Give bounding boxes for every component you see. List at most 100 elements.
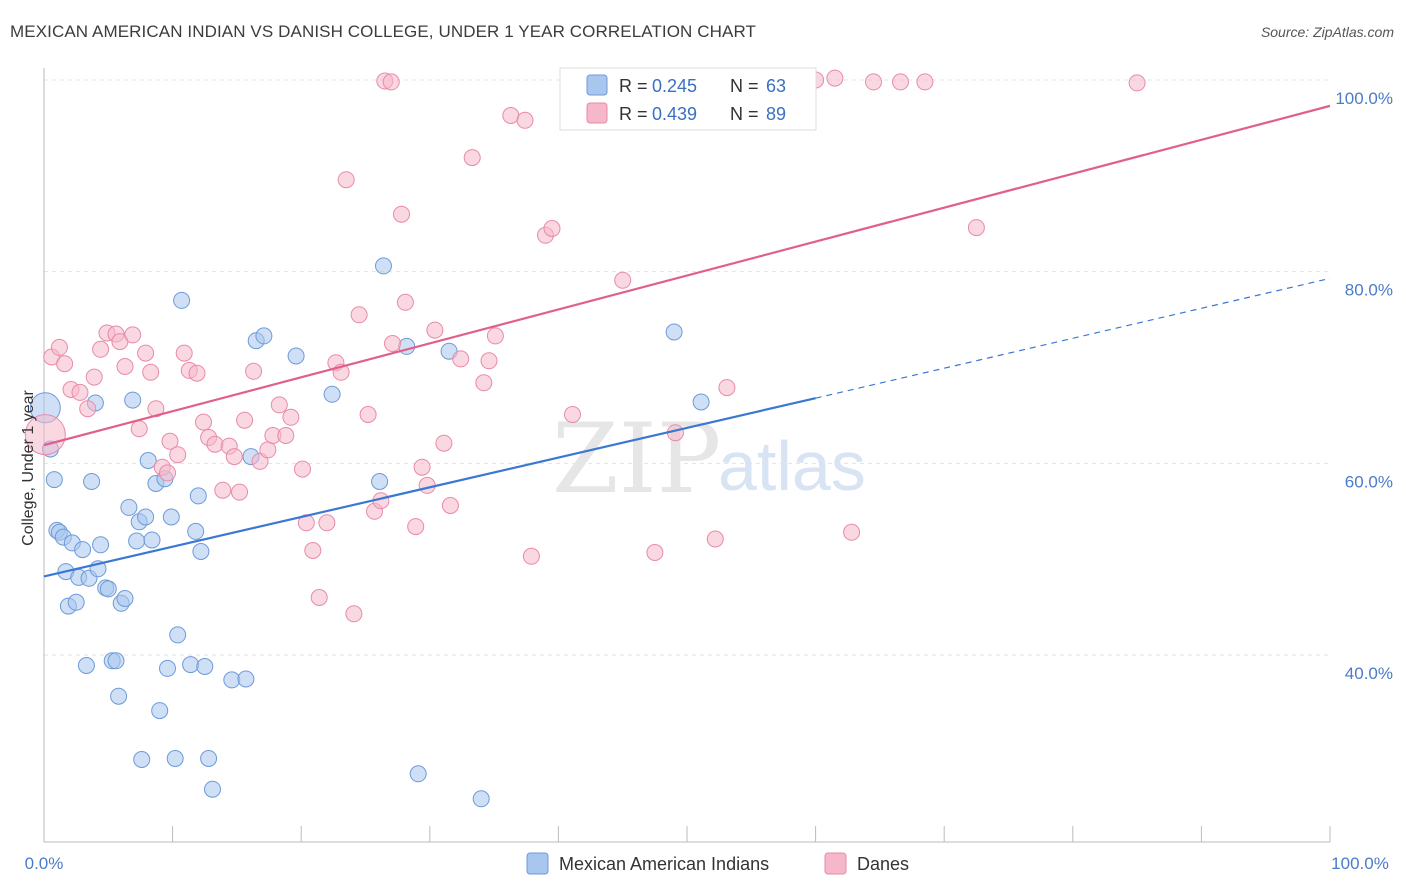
data-point [718, 379, 736, 397]
stats-legend-r-value: 0.245 [652, 76, 697, 96]
data-point [50, 338, 68, 356]
series-legend-swatch-danes [824, 852, 847, 875]
watermark-zip: ZIP [552, 403, 721, 515]
data-point [452, 350, 470, 368]
data-point [435, 434, 453, 452]
data-point [345, 605, 363, 623]
data-point [71, 383, 89, 401]
data-point [318, 514, 336, 532]
data-point [409, 765, 427, 783]
data-point [169, 626, 187, 644]
stats-legend-n-value: 63 [766, 76, 786, 96]
watermark-atlas: atlas [718, 427, 866, 505]
data-point [706, 530, 724, 548]
data-point [85, 368, 103, 386]
data-point [110, 687, 128, 705]
stats-legend-n-label: N = [730, 104, 759, 124]
data-point [396, 293, 414, 311]
data-point [892, 73, 909, 91]
data-point [166, 750, 184, 767]
trend-lines [43, 104, 1331, 578]
data-point [124, 326, 142, 344]
stats-legend-n-value: 89 [766, 104, 786, 124]
data-point [426, 321, 444, 339]
data-point [225, 448, 243, 466]
data-point [137, 508, 155, 526]
data-point [236, 411, 254, 429]
data-point [393, 205, 410, 223]
trend-line-mexican-american-indians [43, 397, 816, 578]
data-point [245, 362, 263, 380]
data-point [463, 149, 481, 167]
data-point [189, 487, 207, 505]
data-point [475, 374, 493, 392]
data-point [116, 358, 134, 375]
data-point [564, 406, 581, 423]
data-point [139, 452, 157, 469]
data-point [255, 327, 273, 345]
data-point [175, 344, 193, 362]
data-point [120, 498, 138, 516]
data-point [83, 473, 101, 490]
x-tick-label-min: 0.0% [25, 854, 64, 873]
data-point [865, 73, 882, 91]
data-point [665, 323, 683, 341]
data-point [99, 580, 117, 598]
data-point [128, 532, 146, 550]
data-point [543, 220, 561, 237]
data-point [137, 344, 155, 362]
watermark: ZIP atlas [552, 403, 866, 515]
data-point [516, 111, 534, 129]
stats-legend-n-label: N = [730, 76, 759, 96]
y-tick-label: 60.0% [1345, 472, 1393, 491]
data-point [204, 780, 221, 798]
data-point [107, 652, 125, 670]
data-point [407, 518, 425, 536]
data-point [294, 460, 311, 478]
data-point [826, 69, 844, 87]
data-point [130, 420, 148, 438]
data-point [77, 657, 95, 674]
data-point [359, 406, 377, 423]
chart-title: MEXICAN AMERICAN INDIAN VS DANISH COLLEG… [10, 22, 757, 41]
stats-legend: R = 0.245 N = 63 R = 0.439 N = 89 [559, 67, 817, 131]
data-point [480, 352, 498, 370]
y-axis-label: College, Under 1 year [20, 390, 37, 546]
data-point [92, 536, 110, 554]
y-tick-label: 100.0% [1335, 89, 1393, 108]
data-point [196, 658, 214, 675]
data-point [192, 543, 210, 560]
data-point [116, 590, 134, 607]
data-point [223, 671, 241, 689]
data-point [692, 393, 710, 411]
source-label: Source: ZipAtlas.com [1260, 24, 1394, 40]
data-point [142, 363, 160, 381]
trend-line-extension [815, 277, 1331, 399]
stats-legend-swatch-pink [586, 102, 608, 124]
data-point [124, 391, 142, 409]
data-point [231, 483, 248, 501]
data-point [287, 347, 305, 365]
data-point [67, 593, 85, 611]
data-point [967, 219, 985, 237]
data-point [169, 446, 187, 464]
data-point [270, 396, 288, 414]
data-point [79, 400, 97, 418]
data-point [843, 523, 861, 541]
data-point [375, 257, 392, 275]
x-tick-label-max: 100.0% [1331, 854, 1389, 873]
data-point [143, 531, 161, 549]
trend-line-danes [43, 104, 1331, 447]
data-point [92, 340, 110, 358]
data-point [916, 73, 934, 91]
data-point [614, 271, 632, 289]
data-point [371, 473, 389, 490]
stats-legend-swatch-blue [586, 74, 608, 96]
data-point [522, 547, 540, 565]
data-point [259, 441, 277, 459]
data-point [159, 659, 176, 677]
y-tick-label: 80.0% [1345, 281, 1393, 300]
data-point [277, 427, 295, 444]
data-point [337, 171, 355, 189]
